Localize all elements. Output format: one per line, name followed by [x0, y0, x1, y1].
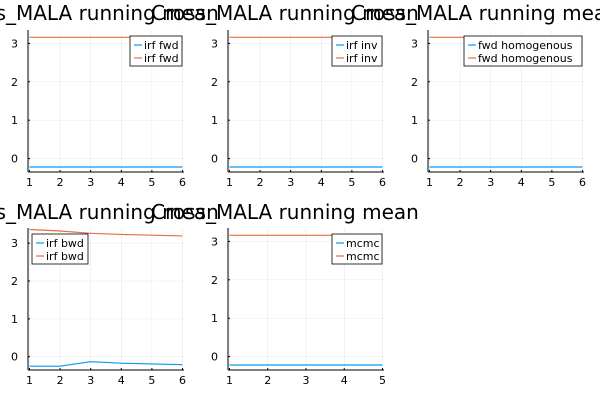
x-tick-label: 1 — [26, 374, 33, 387]
subplot-title: Cross_MALA running mean — [351, 1, 600, 25]
y-tick-label: 3 — [211, 235, 218, 248]
x-tick-label: 5 — [379, 374, 386, 387]
x-tick-label: 4 — [341, 374, 348, 387]
subplot-title: Cross_MALA running mean — [151, 1, 419, 25]
y-tick-label: 2 — [411, 76, 418, 89]
x-tick-label: 4 — [518, 176, 525, 189]
series-line-1 — [29, 361, 183, 367]
x-tick-label: 6 — [379, 176, 386, 189]
legend-box — [331, 233, 383, 265]
y-tick-label: 3 — [211, 37, 218, 50]
y-tick-label: 0 — [411, 153, 418, 166]
y-tick-label: 0 — [211, 351, 218, 364]
legend-label: irf bwd — [46, 250, 84, 263]
legend-label: mcmc — [346, 237, 380, 250]
legend-box — [31, 233, 89, 265]
y-tick-label: 1 — [211, 312, 218, 325]
legend-label: irf fwd — [144, 52, 179, 65]
x-tick-label: 6 — [579, 176, 586, 189]
x-tick-label: 6 — [179, 176, 186, 189]
x-tick-label: 6 — [179, 374, 186, 387]
x-tick-label: 2 — [257, 176, 264, 189]
x-tick-label: 2 — [57, 374, 64, 387]
x-tick-label: 2 — [57, 176, 64, 189]
y-tick-label: 1 — [11, 313, 18, 326]
y-tick-label: 1 — [11, 114, 18, 127]
x-tick-label: 1 — [426, 176, 433, 189]
y-tick-label: 2 — [11, 275, 18, 288]
y-tick-label: 0 — [211, 153, 218, 166]
x-tick-label: 3 — [287, 176, 294, 189]
series-line-2 — [29, 228, 183, 237]
legend-box — [331, 35, 383, 67]
legend-label: irf bwd — [46, 237, 84, 250]
x-tick-label: 3 — [303, 374, 310, 387]
subplot-title: Cross_MALA running mean — [0, 1, 219, 25]
x-tick-label: 3 — [487, 176, 494, 189]
x-tick-label: 2 — [457, 176, 464, 189]
y-tick-label: 3 — [11, 237, 18, 250]
x-tick-label: 5 — [548, 176, 555, 189]
y-tick-label: 2 — [11, 76, 18, 89]
x-tick-label: 5 — [148, 176, 155, 189]
x-tick-label: 1 — [26, 176, 33, 189]
legend-label: mcmc — [346, 250, 380, 263]
y-tick-label: 1 — [411, 114, 418, 127]
x-tick-label: 5 — [148, 374, 155, 387]
y-tick-label: 0 — [11, 351, 18, 364]
legend-label: irf inv — [346, 52, 378, 65]
subplot-title: Cross_MALA running mean — [151, 200, 419, 224]
legend-label: fwd homogenous — [478, 39, 573, 52]
x-tick-label: 4 — [118, 176, 125, 189]
x-tick-label: 3 — [87, 176, 94, 189]
x-tick-label: 4 — [118, 374, 125, 387]
y-tick-label: 3 — [411, 37, 418, 50]
y-tick-label: 0 — [11, 153, 18, 166]
y-tick-label: 2 — [211, 274, 218, 287]
legend-label: irf inv — [346, 39, 378, 52]
legend-box — [463, 35, 583, 67]
x-tick-label: 1 — [226, 176, 233, 189]
legend-label: irf fwd — [144, 39, 179, 52]
x-tick-label: 4 — [318, 176, 325, 189]
legend-label: fwd homogenous — [478, 52, 573, 65]
x-tick-label: 3 — [87, 374, 94, 387]
x-tick-label: 1 — [226, 374, 233, 387]
subplot-title: Cross_MALA running mean — [0, 200, 219, 224]
x-tick-label: 2 — [264, 374, 271, 387]
y-tick-label: 2 — [211, 76, 218, 89]
y-tick-label: 3 — [11, 37, 18, 50]
legend-box — [129, 35, 183, 67]
y-tick-label: 1 — [211, 114, 218, 127]
x-tick-label: 5 — [348, 176, 355, 189]
